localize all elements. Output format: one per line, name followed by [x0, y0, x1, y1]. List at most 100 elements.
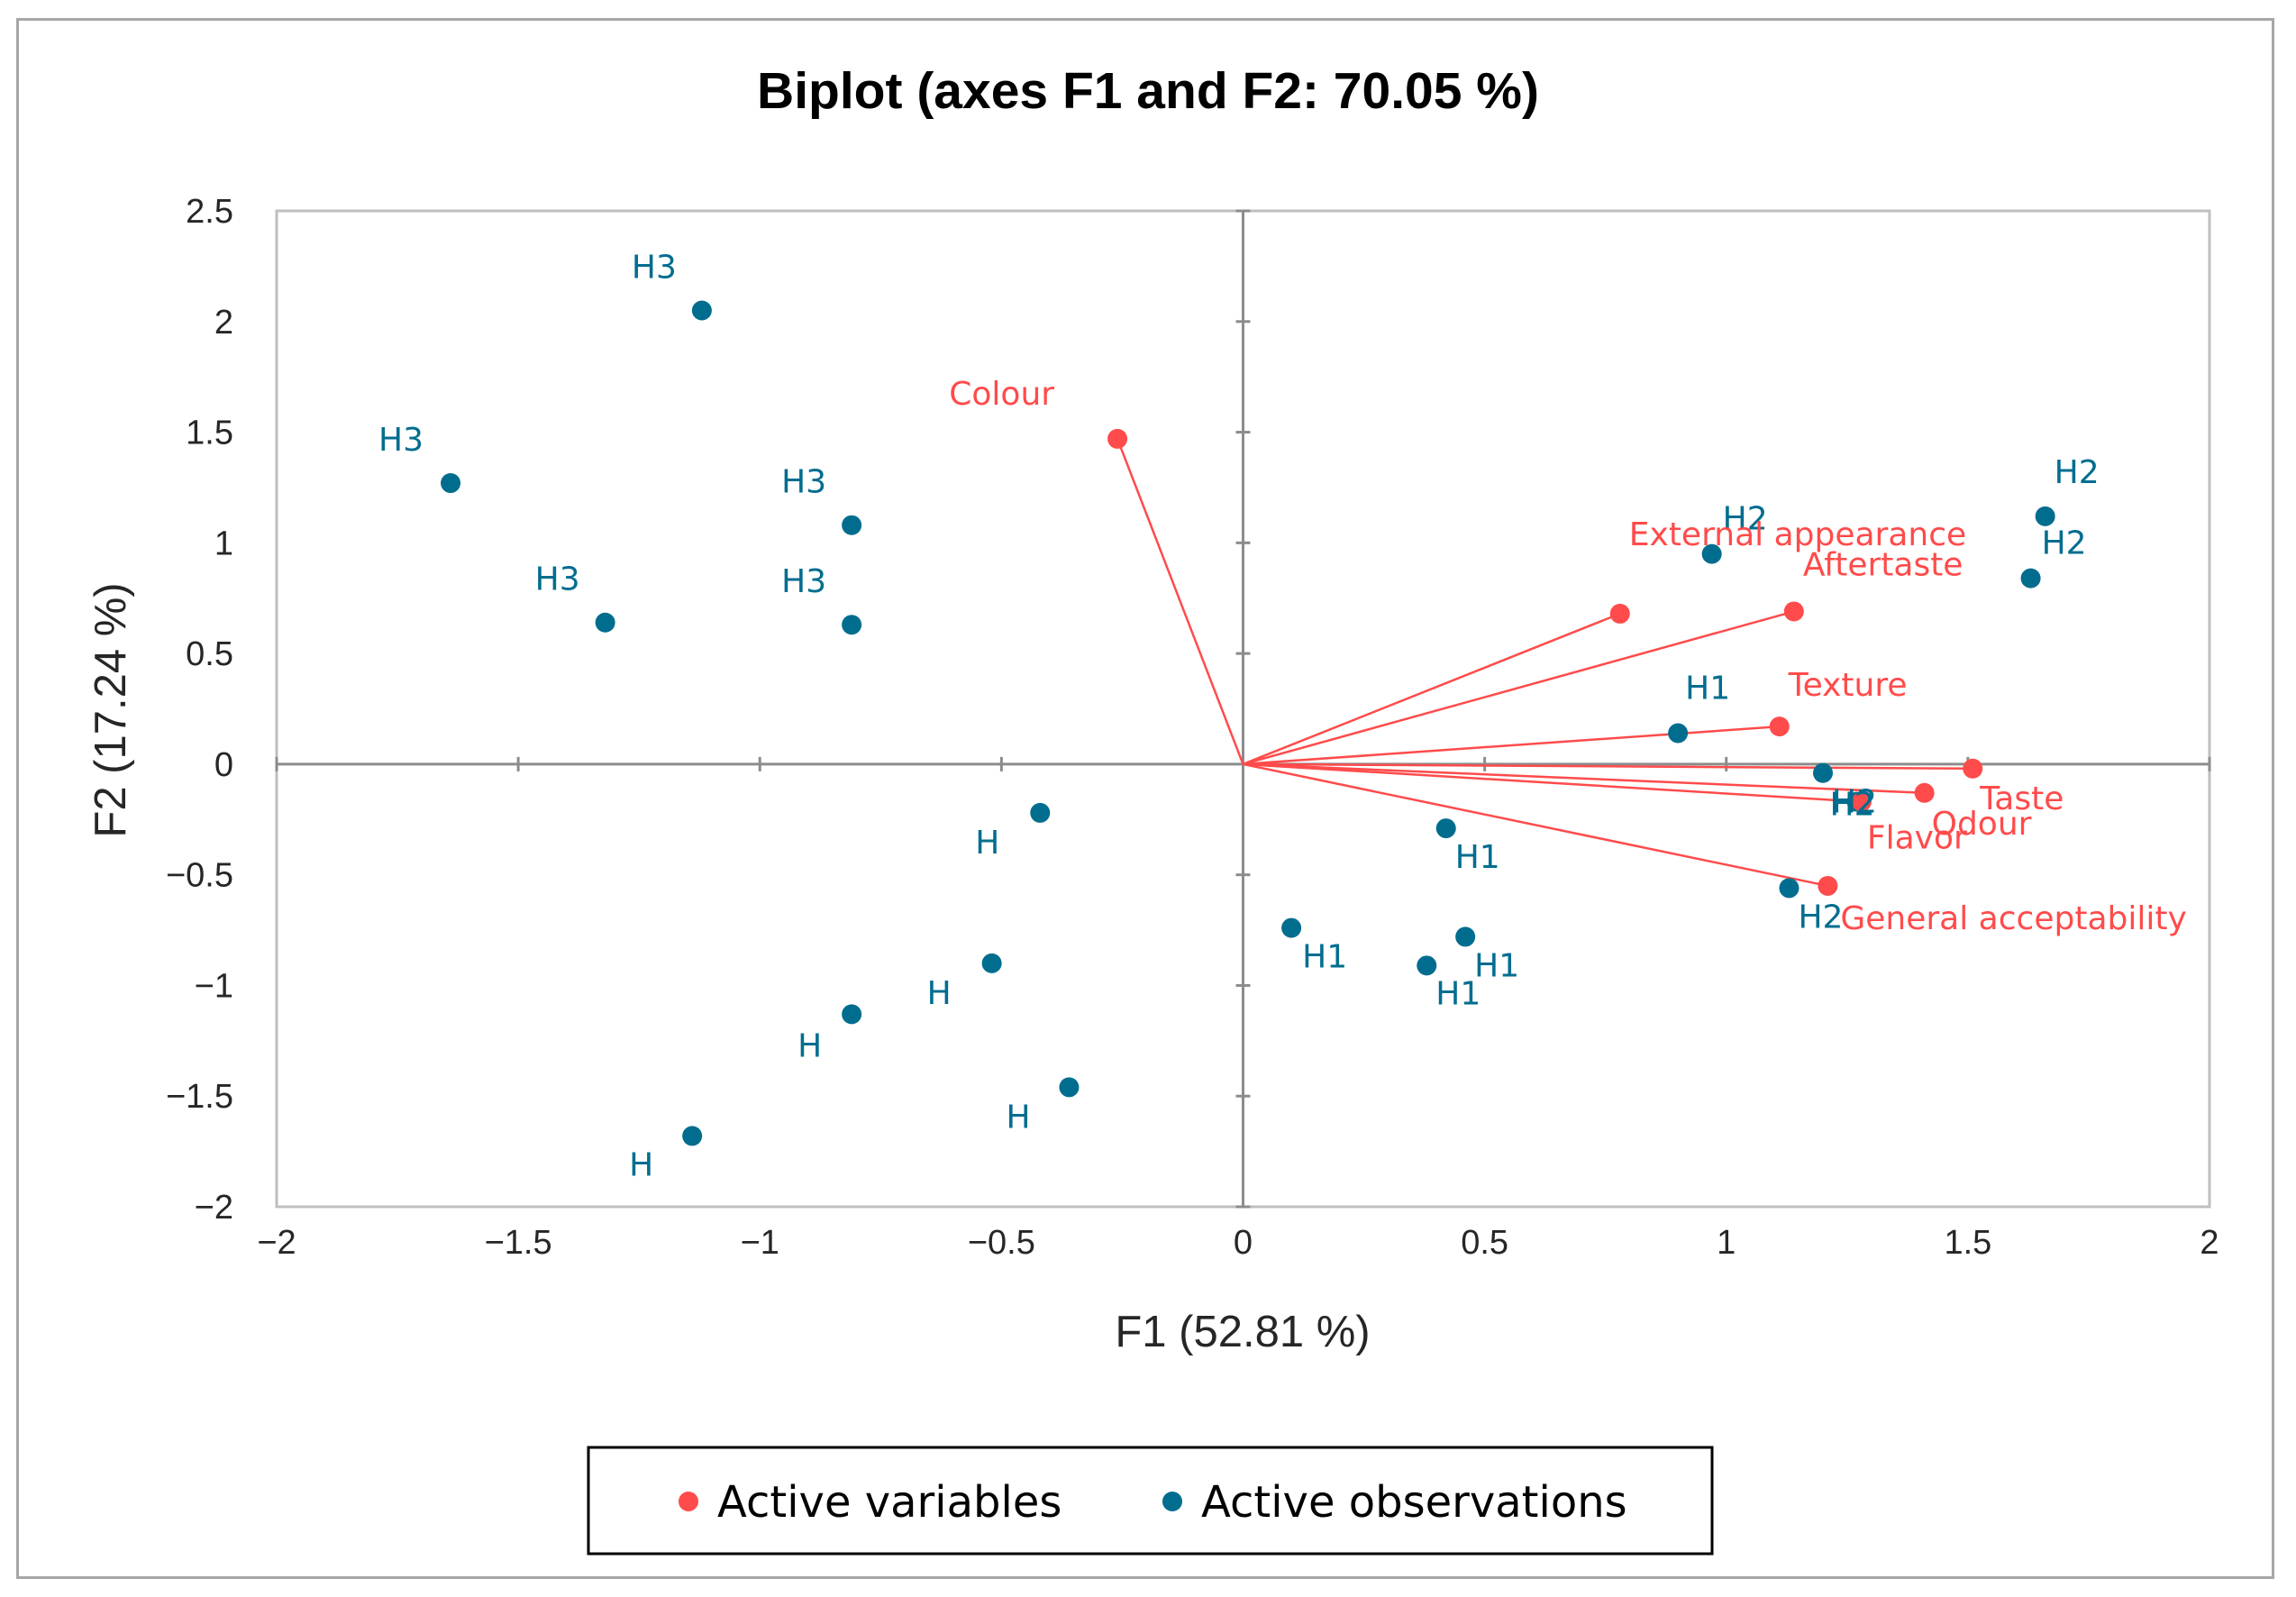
- variable-vector: [1243, 762, 1925, 795]
- observation-label: H: [927, 975, 952, 1012]
- y-tick-label: 2.5: [186, 193, 233, 231]
- y-tick-label: −2: [195, 1189, 233, 1227]
- variable-point: [1783, 601, 1804, 622]
- variable-point: [1609, 603, 1630, 624]
- legend-box: [587, 1446, 1714, 1556]
- observation-label: H1: [1435, 975, 1481, 1012]
- variable-label: Flavor: [1867, 820, 1967, 857]
- variable-point: [1818, 875, 1838, 896]
- variable-vector: [1243, 762, 1828, 888]
- observation-label: H1: [1474, 947, 1519, 984]
- variable-label: Texture: [1788, 667, 1908, 704]
- x-tick-labels: −2 −1.5 −1 −0.5 0 0.5 1 1.5 2: [257, 1224, 2219, 1262]
- observation-point: [842, 615, 862, 635]
- variable-point: [1963, 758, 1983, 779]
- y-tick-label: −1.5: [166, 1078, 233, 1116]
- observation-point: [682, 1126, 703, 1146]
- observation-label: H2: [1798, 899, 1843, 935]
- x-tick-label: 0: [1234, 1224, 1253, 1262]
- observation-point: [1417, 955, 1437, 976]
- observation-label: H3: [781, 464, 826, 501]
- y-tick-labels: 2.5 2 1.5 1 0.5 0 −0.5 −1 −1.5 −2: [166, 193, 233, 1227]
- observation-point: [595, 612, 615, 633]
- observation-label: H2: [2055, 454, 2100, 491]
- observation-point: [1813, 762, 1833, 783]
- observation-label: H3: [632, 250, 677, 287]
- variable-label: External appearance: [1629, 516, 1966, 553]
- observation-point: [1455, 926, 1476, 947]
- biplot-chart: Biplot (axes F1 and F2: 70.05 %) −2 −1.5−…: [87, 62, 2219, 1556]
- observation-point: [1701, 543, 1722, 564]
- variable-vector: [1243, 612, 1621, 766]
- legend-label-observations: Active observations: [1201, 1477, 1627, 1528]
- observation-point: [2035, 506, 2055, 526]
- variable-label: Taste: [1979, 780, 2064, 817]
- variable-vector: [1116, 438, 1244, 765]
- variable-point: [1769, 716, 1790, 737]
- observation-label: H1: [1302, 939, 1347, 976]
- variable-vector: [1243, 762, 1862, 803]
- observation-point: [691, 300, 712, 321]
- observation-point: [2020, 568, 2041, 589]
- x-tick-label: 2: [2200, 1224, 2219, 1262]
- observation-label: H1: [1685, 671, 1730, 707]
- legend: Active variables Active observations: [587, 1446, 1714, 1556]
- y-tick-label: −1: [195, 967, 233, 1005]
- legend-label-variables: Active variables: [717, 1477, 1061, 1528]
- x-tick-label: −2: [257, 1224, 296, 1262]
- variable-label: Odour: [1932, 806, 2032, 843]
- observation-point: [1779, 878, 1799, 899]
- y-tick-label: 0: [214, 746, 233, 784]
- x-tick-label: 0.5: [1461, 1224, 1508, 1262]
- observation-label: H3: [378, 422, 424, 459]
- y-tick-label: 2: [214, 304, 233, 342]
- observation-point: [1059, 1077, 1080, 1098]
- y-tick-label: 1: [214, 525, 233, 562]
- x-tick-label: −1.5: [485, 1224, 552, 1262]
- data-points: [441, 300, 2055, 1146]
- variable-label: Aftertaste: [1803, 546, 1963, 583]
- observation-label: H2: [2042, 525, 2087, 562]
- y-tick-label: 0.5: [186, 635, 233, 673]
- y-tick-label: −0.5: [166, 857, 233, 895]
- observation-label: H2: [1830, 787, 1875, 824]
- x-tick-label: −0.5: [968, 1224, 1035, 1262]
- observation-label: H: [797, 1027, 822, 1064]
- variable-label: Colour: [949, 376, 1054, 413]
- observation-label: H: [975, 825, 999, 862]
- variable-vector: [1243, 610, 1795, 766]
- variable-vector: [1243, 762, 1973, 771]
- variable-label: General acceptability: [1840, 900, 2186, 937]
- observation-point: [441, 473, 461, 494]
- observation-point: [1281, 917, 1302, 938]
- legend-marker-observations: [1162, 1492, 1182, 1511]
- y-axis-label: F2 (17.24 %): [87, 582, 135, 837]
- observation-label: H: [1006, 1099, 1030, 1136]
- observation-point: [1030, 802, 1051, 823]
- x-tick-label: 1: [1717, 1224, 1736, 1262]
- observation-label: H: [629, 1146, 653, 1183]
- axes-layer: [275, 209, 2211, 1209]
- x-tick-label: 1.5: [1944, 1224, 1991, 1262]
- variable-point: [1107, 428, 1128, 449]
- x-axis-label: F1 (52.81 %): [1115, 1308, 1370, 1356]
- observation-point: [981, 953, 1002, 973]
- x-tick-label: −1: [741, 1224, 779, 1262]
- observation-point: [1668, 723, 1689, 744]
- y-tick-label: 1.5: [186, 415, 233, 452]
- observation-point: [842, 1004, 862, 1025]
- observation-label: H2: [1723, 501, 1768, 538]
- variable-vectors: [1116, 438, 1973, 888]
- chart-frame: Biplot (axes F1 and F2: 70.05 %) −2 −1.5−…: [16, 18, 2274, 1579]
- variable-vector: [1243, 725, 1780, 766]
- variable-point: [1914, 782, 1935, 803]
- observation-label: H2: [1832, 784, 1877, 821]
- legend-marker-variables: [679, 1492, 698, 1511]
- observation-label: H3: [535, 561, 580, 598]
- observation-label: H3: [781, 563, 826, 600]
- observation-point: [842, 515, 862, 535]
- observation-label: H1: [1455, 839, 1500, 876]
- chart-title: Biplot (axes F1 and F2: 70.05 %): [757, 62, 1539, 120]
- observation-point: [1435, 818, 1456, 839]
